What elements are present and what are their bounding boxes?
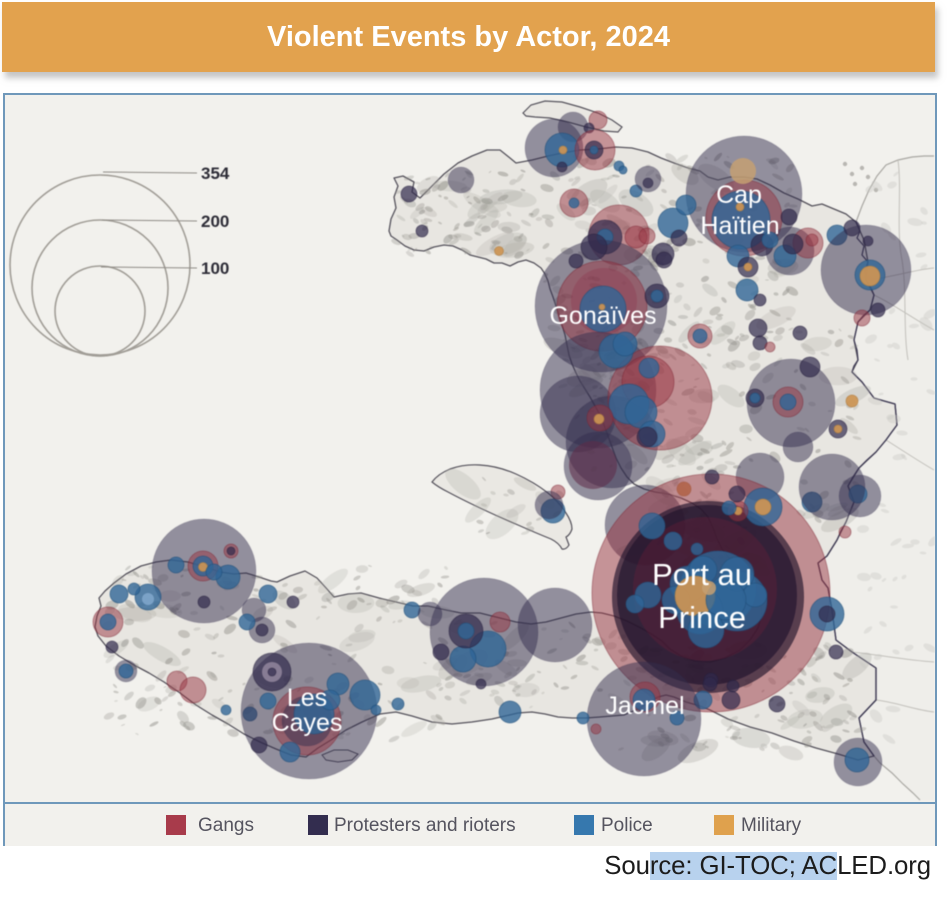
- svg-text:Prince: Prince: [658, 600, 746, 635]
- svg-text:Cayes: Cayes: [272, 709, 343, 737]
- svg-text:200: 200: [201, 212, 229, 231]
- svg-text:Cap: Cap: [716, 181, 762, 209]
- svg-text:Les: Les: [287, 684, 327, 712]
- svg-text:Jacmel: Jacmel: [605, 692, 684, 720]
- svg-text:Gonaïves: Gonaïves: [549, 302, 656, 330]
- svg-text:Haïtien: Haïtien: [700, 212, 779, 240]
- svg-text:354: 354: [201, 164, 230, 183]
- svg-text:100: 100: [201, 259, 229, 278]
- svg-text:Port au: Port au: [652, 557, 752, 592]
